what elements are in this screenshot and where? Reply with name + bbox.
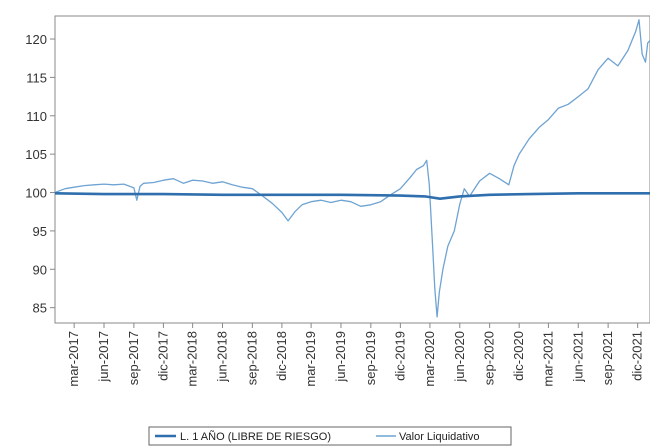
x-tick-label: jun-2017 <box>96 331 111 383</box>
x-axis: mar-2017 jun-2017 sep-2017 dic-2017 mar-2018… <box>66 323 645 387</box>
x-tick-label: dic-2019 <box>392 331 407 381</box>
x-tick-label: jun-2020 <box>452 331 467 383</box>
series-layer <box>55 19 650 318</box>
x-tick-label: sep-2019 <box>363 331 378 385</box>
x-tick-label: sep-2017 <box>126 331 141 385</box>
x-tick-label: mar-2018 <box>185 331 200 387</box>
y-axis: 85 90 95 100 105 110 115 120 <box>25 32 55 316</box>
y-tick-label: 90 <box>33 262 47 277</box>
legend: L. 1 AÑO (LIBRE DE RIESGO) Valor Liquida… <box>148 426 512 446</box>
y-tick-label: 120 <box>25 32 47 47</box>
legend-label-risk-free: L. 1 AÑO (LIBRE DE RIESGO) <box>180 430 331 443</box>
y-tick-label: 105 <box>25 147 47 162</box>
legend-box <box>148 426 512 446</box>
x-tick-label: mar-2019 <box>303 331 318 387</box>
series-line-nav <box>55 19 650 318</box>
y-tick-label: 85 <box>33 301 47 316</box>
plot-area <box>54 15 650 324</box>
y-tick-label: 100 <box>25 186 47 201</box>
x-tick-label: mar-2021 <box>540 331 555 387</box>
x-tick-label: jun-2019 <box>333 331 348 383</box>
x-tick-label: dic-2018 <box>274 331 289 381</box>
x-tick-label: dic-2017 <box>155 331 170 381</box>
x-tick-label: mar-2017 <box>66 331 81 387</box>
x-tick-label: jun-2018 <box>214 331 229 383</box>
y-tick-label: 115 <box>26 70 47 85</box>
x-tick-label: dic-2020 <box>511 331 526 381</box>
y-tick-label: 95 <box>33 224 47 239</box>
x-tick-label: dic-2021 <box>630 331 645 381</box>
x-tick-label: mar-2020 <box>422 331 437 387</box>
y-tick-label: 110 <box>26 109 47 124</box>
x-tick-label: jun-2021 <box>570 331 585 383</box>
x-tick-label: sep-2018 <box>244 331 259 385</box>
x-tick-label: sep-2021 <box>600 331 615 385</box>
x-tick-label: sep-2020 <box>482 331 497 385</box>
legend-label-nav: Valor Liquidativo <box>399 431 480 443</box>
series-line-risk-free <box>55 192 650 200</box>
